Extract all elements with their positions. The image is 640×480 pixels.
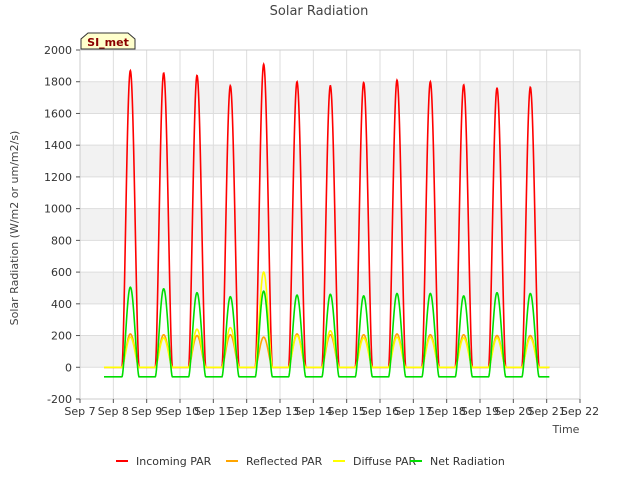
plot-frame [79, 49, 581, 400]
plot-band [80, 335, 580, 368]
x-tick-label: Sep 16 [361, 405, 399, 418]
legend-label: Incoming PAR [136, 455, 212, 468]
legend-item-reflected-par: Reflected PAR [226, 455, 323, 468]
y-tick-label: 1400 [44, 139, 72, 152]
x-tick-label: Sep 9 [131, 405, 162, 418]
plot-background [80, 81, 580, 368]
legend-item-diffuse-par: Diffuse PAR [333, 455, 417, 468]
site-badge-label: SI_met [87, 36, 129, 49]
x-tick-label: Sep 19 [461, 405, 499, 418]
y-tick-label: 2000 [44, 44, 72, 57]
y-tick-label: 600 [51, 266, 72, 279]
y-tick-label: 400 [51, 298, 72, 311]
y-tick-label: 800 [51, 234, 72, 247]
legend-item-net-radiation: Net Radiation [410, 455, 505, 468]
y-tick-label: 1600 [44, 107, 72, 120]
y-axis-ticks: -200 0 200 400 600 800 1000 1200 1400 1600 1800 200… [44, 44, 80, 406]
x-tick-label: Sep 7 [64, 405, 95, 418]
y-tick-label: 1200 [44, 171, 72, 184]
plot-band [80, 208, 580, 241]
legend-label: Net Radiation [430, 455, 505, 468]
y-tick-label: 1800 [44, 76, 72, 89]
x-tick-label: Sep 21 [528, 405, 566, 418]
series-line-diffuse-par [104, 271, 550, 369]
plot-band [80, 272, 580, 304]
legend: Incoming PAR Reflected PAR Diffuse PAR Net … [116, 455, 505, 468]
y-tick-label: 0 [65, 361, 72, 374]
x-tick-label: Sep 8 [98, 405, 129, 418]
x-tick-label: Sep 11 [194, 405, 232, 418]
series-layer [104, 62, 550, 378]
legend-label: Diffuse PAR [353, 455, 417, 468]
y-tick-label: -200 [47, 393, 72, 406]
x-tick-label: Sep 20 [494, 405, 532, 418]
y-axis-label: Solar Radiation (W/m2 or um/m2/s) [8, 131, 21, 326]
site-badge: SI_met [80, 32, 136, 50]
chart-title: Solar Radiation [270, 4, 369, 19]
x-tick-label: Sep 17 [394, 405, 432, 418]
series-line-net-radiation [104, 286, 550, 378]
x-axis-label: Time [552, 423, 580, 436]
x-tick-label: Sep 13 [261, 405, 299, 418]
legend-label: Reflected PAR [246, 455, 323, 468]
site-badge-shape [80, 32, 136, 50]
x-tick-label: Sep 12 [228, 405, 266, 418]
x-tick-label: Sep 22 [561, 405, 599, 418]
legend-item-incoming-par: Incoming PAR [116, 455, 212, 468]
y-tick-label: 1000 [44, 203, 72, 216]
x-tick-label: Sep 15 [328, 405, 366, 418]
y-tick-label: 200 [51, 330, 72, 343]
x-tick-label: Sep 10 [161, 405, 199, 418]
plot-band [80, 145, 580, 177]
x-tick-label: Sep 18 [428, 405, 466, 418]
x-tick-label: Sep 14 [294, 405, 332, 418]
